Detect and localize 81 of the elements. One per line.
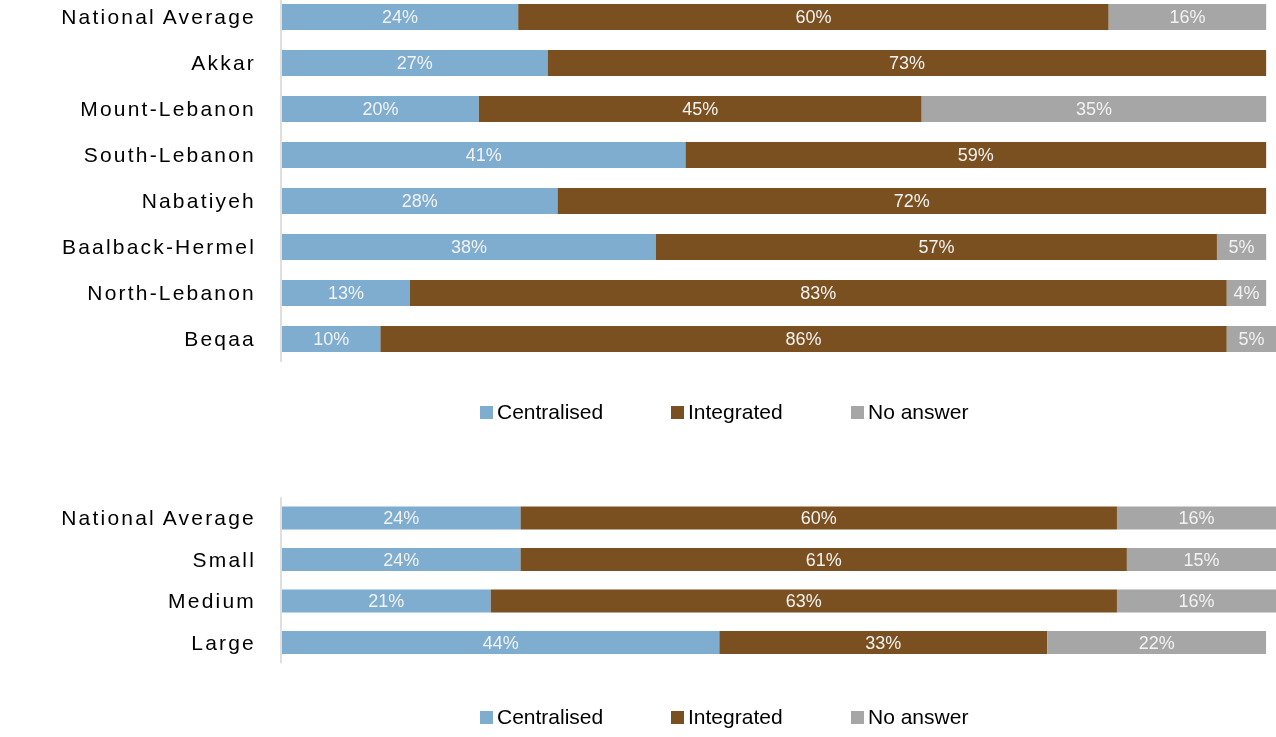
legend-label: Centralised <box>497 705 604 728</box>
legend-label: No answer <box>868 705 969 728</box>
y-tick-label: National Average <box>61 5 256 28</box>
bar <box>1047 631 1267 654</box>
data-label: 4% <box>1233 283 1260 303</box>
data-label: 60% <box>800 508 837 528</box>
data-label: 16% <box>1169 7 1206 27</box>
bar <box>282 589 491 613</box>
data-label: 27% <box>396 53 433 73</box>
bar <box>282 142 686 168</box>
bar <box>1116 589 1276 613</box>
data-label: 61% <box>805 549 842 570</box>
bar <box>282 96 479 122</box>
data-label: 5% <box>1228 237 1255 257</box>
data-label: 16% <box>1178 591 1215 611</box>
data-label: 20% <box>362 99 399 119</box>
y-tick-label: Small <box>192 547 256 571</box>
bar <box>282 506 521 530</box>
bar <box>520 548 1127 571</box>
data-label: 57% <box>918 237 955 257</box>
data-label: 35% <box>1075 99 1112 119</box>
y-tick-label: Baalback-Hermel <box>61 235 256 258</box>
bar <box>380 326 1227 352</box>
data-label: 28% <box>401 191 438 211</box>
data-label: 33% <box>865 632 902 653</box>
legend-label: Centralised <box>497 400 604 423</box>
y-tick-label: Medium <box>168 589 256 612</box>
data-label: 24% <box>383 549 420 570</box>
bar <box>685 142 1267 168</box>
y-tick-label: Akkar <box>191 51 256 74</box>
bar <box>547 50 1267 76</box>
legend-label: Integrated <box>688 400 783 423</box>
bar <box>520 506 1117 530</box>
bar <box>490 589 1117 613</box>
data-label: 22% <box>1138 632 1175 653</box>
bar <box>282 326 381 352</box>
data-label: 83% <box>800 283 837 303</box>
y-tick-label: Large <box>191 630 256 654</box>
bar <box>557 188 1267 214</box>
bar <box>282 280 410 306</box>
bar <box>1116 506 1276 530</box>
y-tick-label: National Average <box>61 506 256 529</box>
bar <box>1108 4 1267 30</box>
y-tick-label: Mount-Lebanon <box>80 97 256 120</box>
y-tick-label: North-Lebanon <box>87 281 256 304</box>
data-label: 60% <box>795 7 832 27</box>
data-label: 5% <box>1238 329 1265 349</box>
bar <box>921 96 1267 122</box>
bar <box>282 50 548 76</box>
data-label: 59% <box>957 145 994 165</box>
bar <box>409 280 1227 306</box>
bar <box>282 631 720 654</box>
bar <box>655 234 1217 260</box>
data-label: 15% <box>1183 549 1220 570</box>
legend-label: Integrated <box>688 705 783 728</box>
data-label: 72% <box>893 191 930 211</box>
data-label: 41% <box>465 145 502 165</box>
bar <box>282 548 521 571</box>
data-label: 13% <box>327 283 364 303</box>
data-label: 24% <box>383 508 420 528</box>
bar <box>518 4 1109 30</box>
data-label: 16% <box>1178 508 1215 528</box>
data-label: 73% <box>888 53 925 73</box>
bar <box>282 188 558 214</box>
bar <box>478 96 922 122</box>
data-label: 24% <box>382 7 419 27</box>
bar <box>282 4 519 30</box>
legend-label: No answer <box>868 400 969 423</box>
data-label: 10% <box>313 329 350 349</box>
data-label: 21% <box>368 591 405 611</box>
bar <box>719 631 1048 654</box>
data-label: 44% <box>482 632 519 653</box>
data-label: 45% <box>682 99 719 119</box>
y-tick-label: South-Lebanon <box>83 143 256 166</box>
bar <box>282 234 656 260</box>
bar <box>1126 548 1276 571</box>
y-tick-label: Nabatiyeh <box>141 189 256 212</box>
data-label: 63% <box>785 591 822 611</box>
y-tick-label: Beqaa <box>184 327 256 350</box>
data-label: 38% <box>450 237 488 257</box>
data-label: 86% <box>785 329 822 349</box>
